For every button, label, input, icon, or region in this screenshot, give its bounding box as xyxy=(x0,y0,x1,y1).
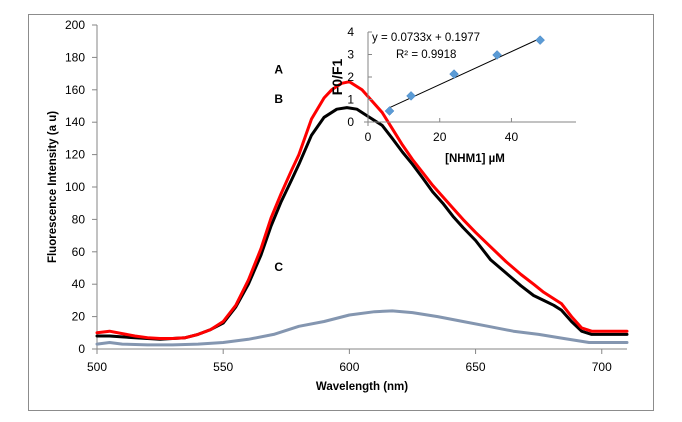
y-tick-label: 140 xyxy=(65,115,85,129)
x-tick-label: 650 xyxy=(466,360,486,374)
curve-label-a: A xyxy=(274,63,283,77)
inset-y-tick-label: 4 xyxy=(347,25,354,39)
inset-series-group xyxy=(384,35,545,116)
curve-label-c: C xyxy=(274,260,283,274)
inset-y-tick-label: 0 xyxy=(347,115,354,129)
y-tick-label: 40 xyxy=(72,277,86,291)
x-tick-label: 500 xyxy=(87,360,107,374)
data-point-marker xyxy=(449,69,459,79)
data-point-marker xyxy=(492,50,502,60)
x-tick-label: 600 xyxy=(339,360,359,374)
inset-x-axis-title: [NHM1] µM xyxy=(445,153,505,165)
y-tick-label: 200 xyxy=(65,18,85,32)
y-tick-label: 100 xyxy=(65,180,85,194)
inset-y-tick-label: 1 xyxy=(347,93,354,107)
y-tick-label: 0 xyxy=(78,342,85,356)
y-tick-label: 60 xyxy=(72,245,86,259)
x-tick-label: 550 xyxy=(213,360,233,374)
inset-x-tick-label: 20 xyxy=(433,130,447,144)
x-tick-label: 700 xyxy=(592,360,612,374)
inset-y-axis-title: F0/F1 xyxy=(329,59,345,96)
inset-y-tick-label: 3 xyxy=(347,48,354,62)
data-point-marker xyxy=(535,35,545,45)
inset-x-tick-label: 40 xyxy=(505,130,519,144)
series-line-a xyxy=(95,80,629,340)
trendline-equation: y = 0.0733x + 0.1977 xyxy=(372,32,480,44)
y-axis-title: Fluorescence Intensity (a u) xyxy=(47,111,59,263)
y-tick-label: 20 xyxy=(72,310,86,324)
y-tick-label: 80 xyxy=(72,212,86,226)
main-series-group xyxy=(95,80,629,347)
inset-y-tick-label: 2 xyxy=(347,70,354,84)
y-tick-label: 180 xyxy=(65,50,85,64)
series-line-b xyxy=(95,106,629,341)
data-point-marker xyxy=(384,106,395,116)
series-line-c xyxy=(95,309,629,347)
y-tick-label: 120 xyxy=(65,148,85,162)
curve-label-b: B xyxy=(274,92,283,106)
x-axis-title: Wavelength (nm) xyxy=(316,381,408,393)
inset-x-tick-label: 0 xyxy=(365,130,372,144)
main-annotations: A B C xyxy=(274,63,283,275)
data-point-marker xyxy=(406,91,416,101)
y-tick-label: 160 xyxy=(65,83,85,97)
trendline-r2: R² = 0.9918 xyxy=(396,49,456,61)
